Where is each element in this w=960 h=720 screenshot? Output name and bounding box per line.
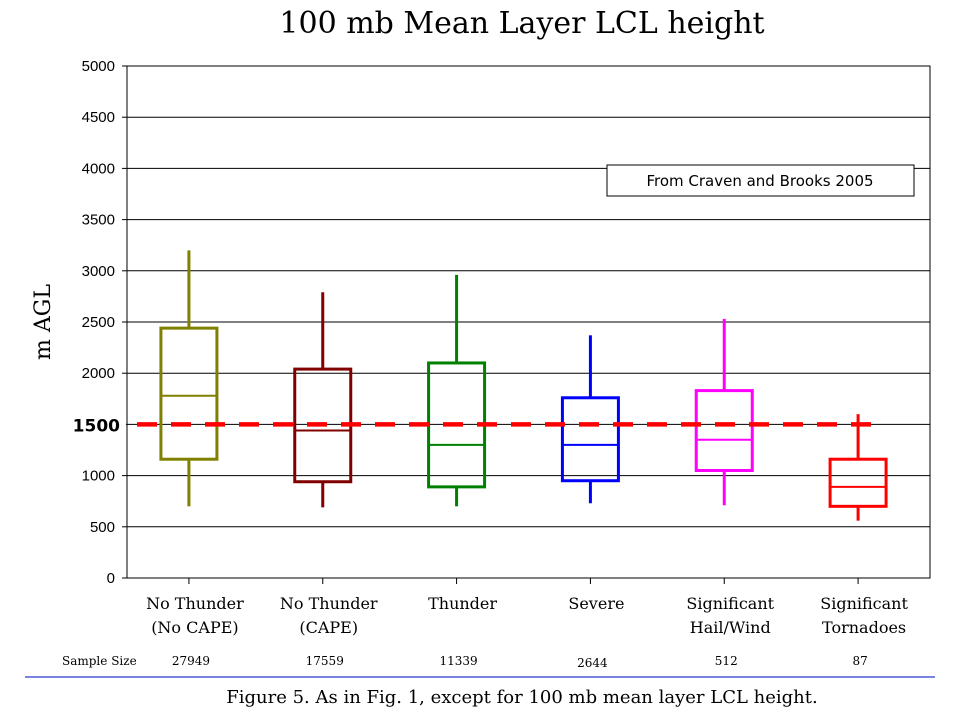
category-label: Significant: [820, 594, 908, 613]
sample-size-value: 2644: [577, 656, 608, 670]
category-label: Severe: [568, 594, 624, 613]
box-body: [828, 457, 888, 508]
y-tick-label: 5000: [82, 58, 115, 75]
box-body: [159, 326, 219, 461]
box-6: [828, 414, 888, 521]
y-tick-label: 1000: [82, 468, 115, 485]
y-axis-ticks: 0500100015002000250030003500400045005000: [82, 58, 127, 587]
y-tick-label: 3000: [82, 263, 115, 280]
box-1: [159, 250, 219, 507]
sample-size-value: 512: [715, 654, 738, 668]
y-axis-label: m AGL: [31, 284, 56, 360]
category-sublabel: Hail/Wind: [690, 618, 771, 637]
annotation-box: [606, 164, 915, 197]
sample-size-value: 87: [852, 654, 867, 668]
sample-size-value: 27949: [172, 654, 210, 668]
category-label: Thunder: [428, 594, 497, 613]
box-body: [694, 389, 754, 472]
box-series: [159, 250, 888, 521]
y-tick-label: 3500: [82, 212, 115, 229]
sample-size-label: Sample Size: [62, 654, 137, 668]
sample-sizes: 27949 17559 11339 2644 512 87: [172, 654, 868, 670]
category-labels: No Thunder (No CAPE) No Thunder (CAPE) Thund…: [146, 578, 908, 637]
figure-caption: Figure 5. As in Fig. 1, except for 100 m…: [226, 687, 817, 708]
box-2: [293, 292, 353, 508]
y-tick-label: 4000: [82, 160, 115, 177]
sample-size-value: 11339: [439, 654, 477, 668]
chart-title: 100 mb Mean Layer LCL height: [279, 6, 764, 41]
category-label: No Thunder: [146, 594, 244, 613]
reference-label: 1500: [73, 416, 120, 436]
category-sublabel: Tornadoes: [822, 618, 906, 637]
y-tick-label: 0: [107, 570, 115, 587]
reference-label-box: [56, 410, 126, 439]
grid-lines: [127, 116, 930, 528]
box-3: [427, 274, 487, 507]
box-body: [560, 396, 620, 483]
sample-size-value: 17559: [306, 654, 344, 668]
y-tick-label: 2000: [82, 365, 115, 382]
category-label: Significant: [686, 594, 774, 613]
box-4: [560, 335, 620, 504]
category-label: No Thunder: [280, 594, 378, 613]
box-5: [694, 318, 754, 506]
category-sublabel: (CAPE): [299, 618, 358, 637]
annotation-text: From Craven and Brooks 2005: [646, 172, 873, 190]
y-tick-label: 2500: [82, 314, 115, 331]
category-sublabel: (No CAPE): [151, 618, 238, 637]
y-tick-label: 4500: [82, 109, 115, 126]
y-tick-label: 500: [90, 519, 115, 536]
